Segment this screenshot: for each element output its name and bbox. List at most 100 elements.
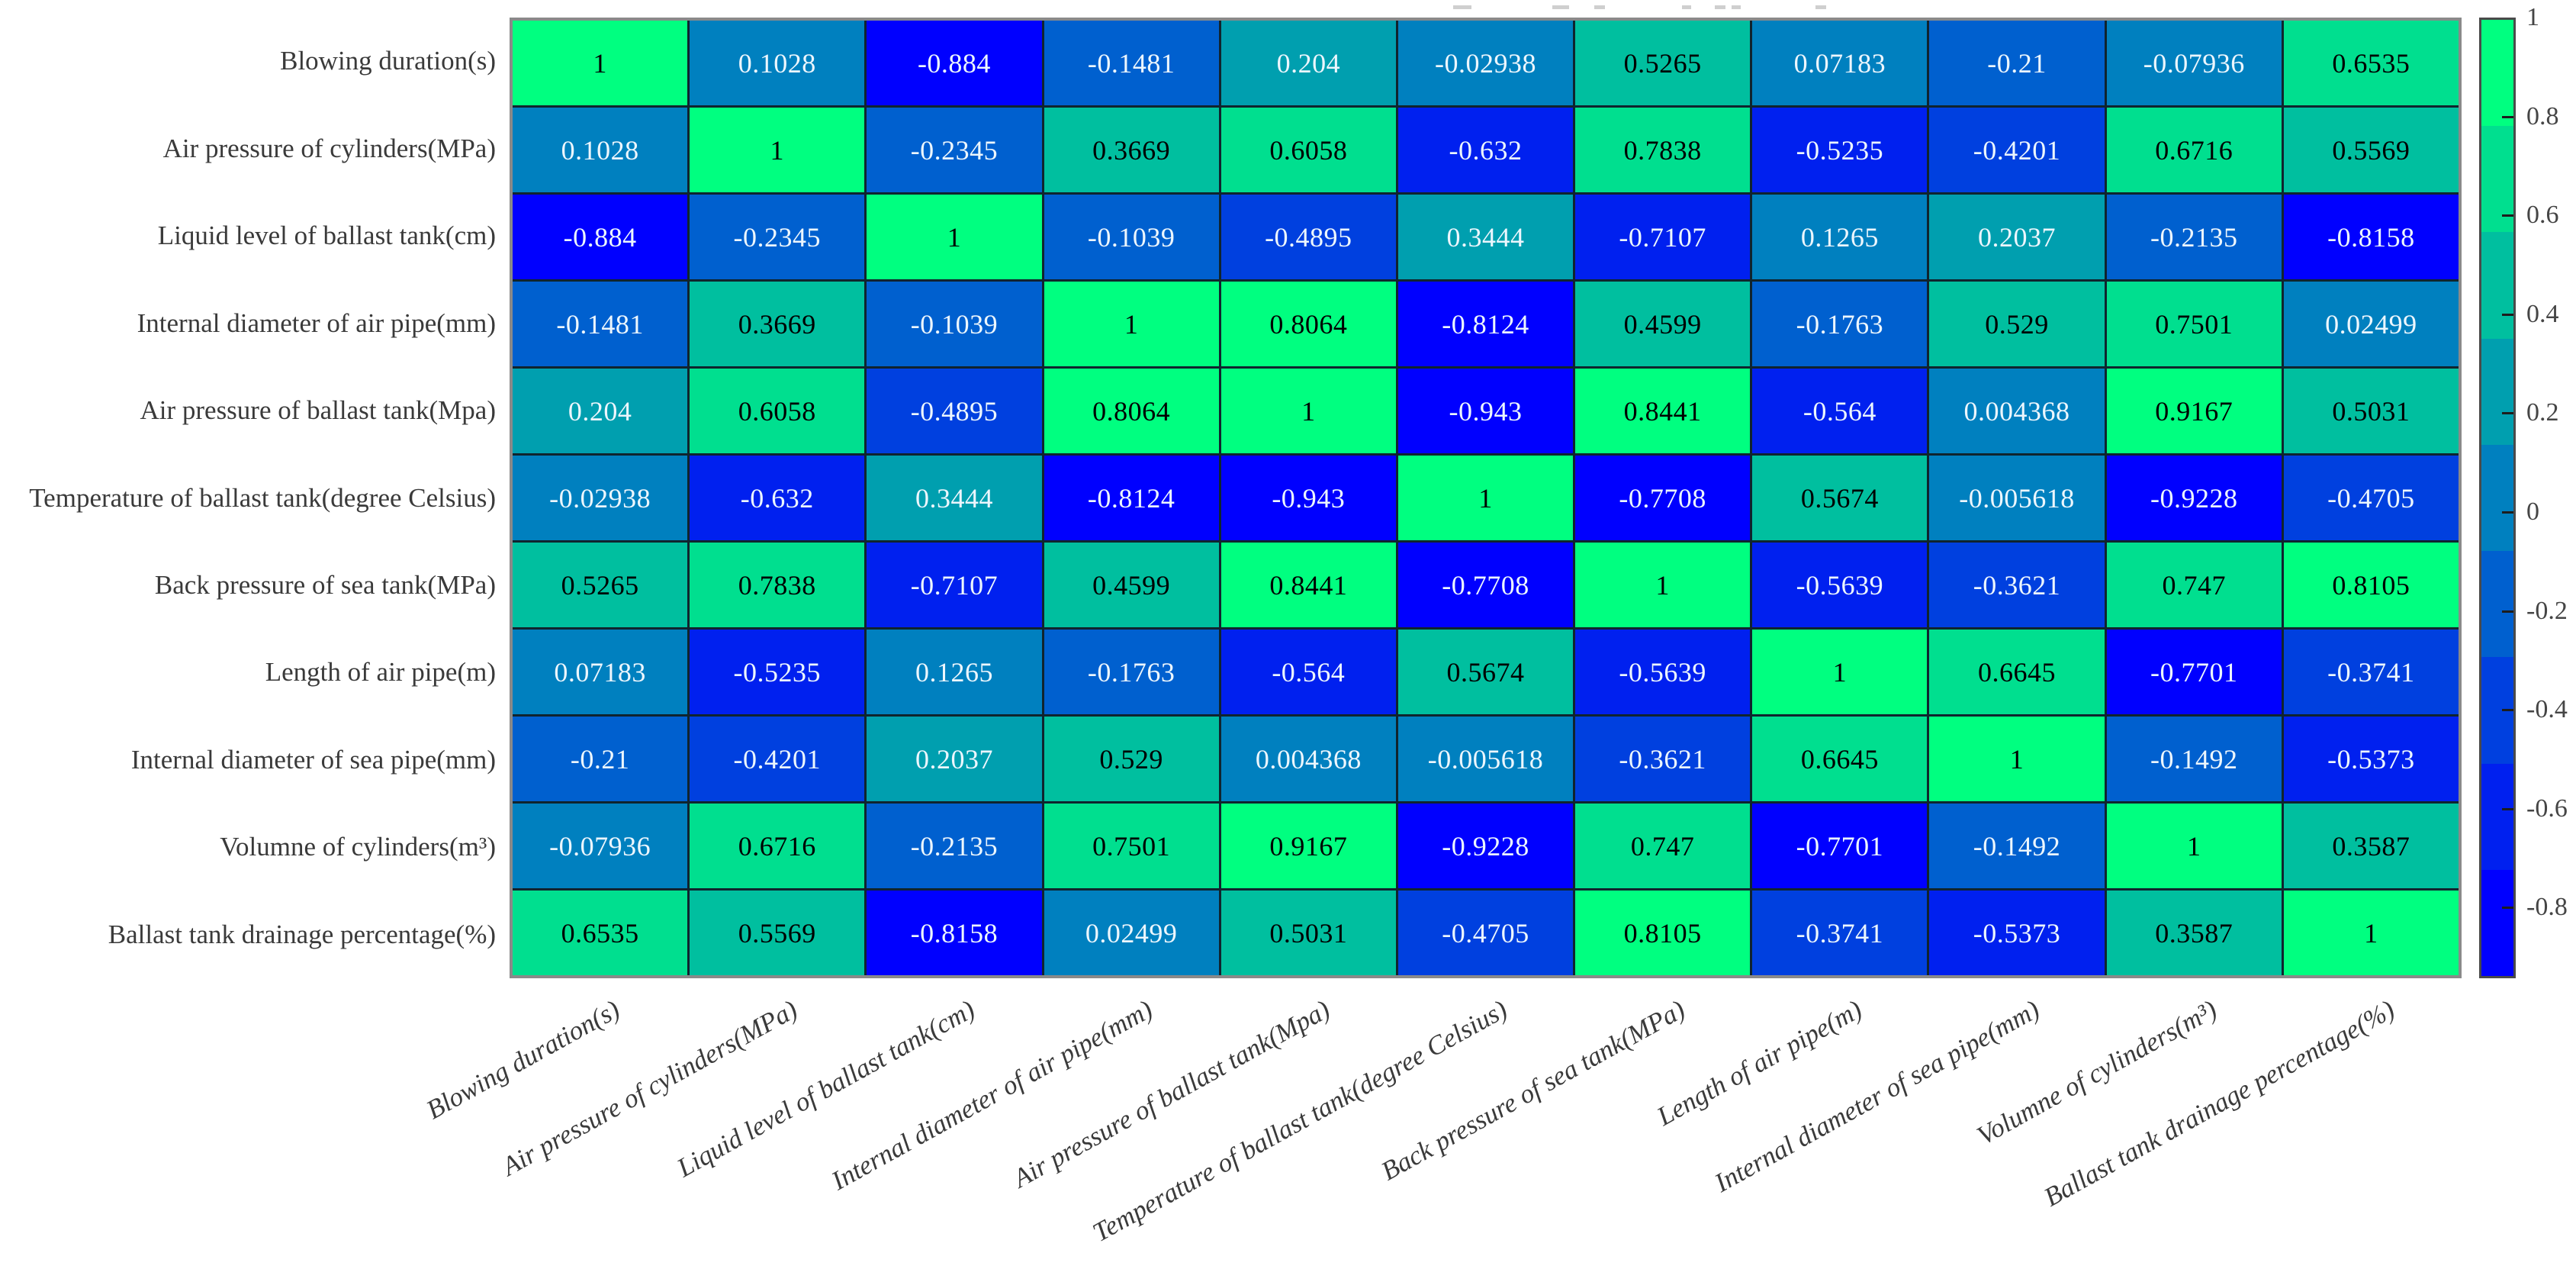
heatmap-cell-r6c1: -0.02938 — [513, 456, 688, 540]
heatmap-cell-r6c5: -0.943 — [1220, 456, 1396, 540]
heatmap-cell-r5c8: -0.564 — [1752, 369, 1928, 453]
heatmap-cell-r8c10: -0.7701 — [2106, 630, 2282, 714]
heatmap-cell-r4c7: 0.4599 — [1575, 282, 1751, 366]
heatmap-cell-r4c8: -0.1763 — [1752, 282, 1928, 366]
heatmap-cell-r2c1: 0.1028 — [513, 108, 688, 192]
heatmap-cell-r6c11: -0.4705 — [2283, 456, 2459, 540]
heatmap-cell-r4c9: 0.529 — [1929, 282, 2105, 366]
y-tick-label-1: Blowing duration(s) — [280, 46, 496, 76]
y-tick-label-6: Temperature of ballast tank(degree Celsi… — [29, 482, 496, 513]
heatmap-cell-r9c8: 0.6645 — [1752, 717, 1928, 801]
colorbar-band — [2481, 20, 2513, 127]
heatmap-cell-r9c1: -0.21 — [513, 717, 688, 801]
heatmap-cell-r9c6: -0.005618 — [1397, 717, 1574, 801]
colorbar-tick-mark — [2502, 214, 2513, 217]
heatmap-cell-r8c8: 1 — [1752, 630, 1928, 714]
heatmap-cell-r7c3: -0.7107 — [867, 543, 1042, 627]
heatmap-cell-r8c2: -0.5235 — [690, 630, 865, 714]
colorbar-band — [2481, 338, 2513, 445]
clipped-title-mark — [1552, 5, 1569, 9]
heatmap-cell-r5c5: 1 — [1220, 369, 1396, 453]
heatmap-cell-r8c6: 0.5674 — [1397, 630, 1574, 714]
heatmap-cell-r7c8: -0.5639 — [1752, 543, 1928, 627]
heatmap-cell-r7c11: 0.8105 — [2283, 543, 2459, 627]
heatmap-cell-r4c5: 0.8064 — [1220, 282, 1396, 366]
heatmap-cell-r8c7: -0.5639 — [1575, 630, 1751, 714]
colorbar-tick-mark — [2502, 610, 2513, 613]
heatmap-cell-r5c4: 0.8064 — [1044, 369, 1219, 453]
heatmap-cell-r10c5: 0.9167 — [1220, 804, 1396, 888]
colorbar-tick-mark — [2502, 412, 2513, 415]
heatmap-cell-r11c10: 0.3587 — [2106, 891, 2282, 975]
heatmap-cell-r10c7: 0.747 — [1575, 804, 1751, 888]
x-tick-label-11: Ballast tank drainage percentage(%) — [2039, 994, 2400, 1213]
heatmap-cell-r3c4: -0.1039 — [1044, 195, 1219, 279]
heatmap-cell-r11c2: 0.5569 — [690, 891, 865, 975]
colorbar-tick-label: 0.6 — [2526, 201, 2559, 230]
heatmap-cell-r9c4: 0.529 — [1044, 717, 1219, 801]
colorbar-tick-label: 0 — [2526, 497, 2539, 526]
heatmap-cell-r5c11: 0.5031 — [2283, 369, 2459, 453]
heatmap-cell-r4c1: -0.1481 — [513, 282, 688, 366]
colorbar-tick-mark — [2502, 115, 2513, 118]
heatmap-cell-r7c6: -0.7708 — [1397, 543, 1574, 627]
heatmap-cell-r10c6: -0.9228 — [1397, 804, 1574, 888]
heatmap-cell-r10c4: 0.7501 — [1044, 804, 1219, 888]
colorbar-tick-label: 0.2 — [2526, 398, 2559, 427]
heatmap-cell-r2c9: -0.4201 — [1929, 108, 2105, 192]
colorbar-tick-mark — [2502, 709, 2513, 712]
heatmap-cell-r4c11: 0.02499 — [2283, 282, 2459, 366]
heatmap-cell-r4c10: 0.7501 — [2106, 282, 2282, 366]
heatmap-cell-r11c3: -0.8158 — [867, 891, 1042, 975]
heatmap-cell-r6c4: -0.8124 — [1044, 456, 1219, 540]
heatmap-cell-r9c7: -0.3621 — [1575, 717, 1751, 801]
colorbar — [2479, 18, 2516, 978]
heatmap-cell-r5c1: 0.204 — [513, 369, 688, 453]
colorbar-band — [2481, 551, 2513, 658]
heatmap-cell-r3c11: -0.8158 — [2283, 195, 2459, 279]
heatmap-cell-r7c5: 0.8441 — [1220, 543, 1396, 627]
heatmap-cell-r2c7: 0.7838 — [1575, 108, 1751, 192]
heatmap-cell-r2c8: -0.5235 — [1752, 108, 1928, 192]
x-tick-label-4: Internal diameter of air pipe(mm) — [826, 994, 1158, 1197]
y-tick-label-3: Liquid level of ballast tank(cm) — [157, 221, 496, 251]
colorbar-tick-mark — [2502, 807, 2513, 810]
heatmap-cell-r2c2: 1 — [690, 108, 865, 192]
heatmap-cell-r3c5: -0.4895 — [1220, 195, 1396, 279]
heatmap-cell-r9c11: -0.5373 — [2283, 717, 2459, 801]
colorbar-tick-label: -0.6 — [2526, 794, 2568, 823]
heatmap-cell-r5c9: 0.004368 — [1929, 369, 2105, 453]
heatmap-cell-r7c4: 0.4599 — [1044, 543, 1219, 627]
heatmap-grid: 1 0.1028 -0.884 -0.1481 0.204 -0.02938 0.5265 0… — [510, 18, 2462, 978]
heatmap-cell-r11c4: 0.02499 — [1044, 891, 1219, 975]
heatmap-cell-r7c7: 1 — [1575, 543, 1751, 627]
heatmap-cell-r8c3: 0.1265 — [867, 630, 1042, 714]
heatmap-cell-r11c11: 1 — [2283, 891, 2459, 975]
heatmap-cell-r8c4: -0.1763 — [1044, 630, 1219, 714]
clipped-title-mark — [1715, 5, 1725, 9]
heatmap-cell-r1c4: -0.1481 — [1044, 21, 1219, 105]
colorbar-tick-label: -0.8 — [2526, 893, 2568, 922]
heatmap-cell-r4c2: 0.3669 — [690, 282, 865, 366]
heatmap-cell-r6c8: 0.5674 — [1752, 456, 1928, 540]
clipped-title-mark — [1682, 5, 1691, 9]
colorbar-tick-label: -0.2 — [2526, 596, 2568, 625]
heatmap-cell-r10c11: 0.3587 — [2283, 804, 2459, 888]
heatmap-cell-r9c9: 1 — [1929, 717, 2105, 801]
heatmap-cell-r2c4: 0.3669 — [1044, 108, 1219, 192]
heatmap-cell-r5c10: 0.9167 — [2106, 369, 2282, 453]
heatmap-cell-r5c3: -0.4895 — [867, 369, 1042, 453]
heatmap-cell-r3c8: 0.1265 — [1752, 195, 1928, 279]
clipped-title-remnant — [0, 0, 2576, 11]
heatmap-cell-r7c10: 0.747 — [2106, 543, 2282, 627]
heatmap-cell-r1c7: 0.5265 — [1575, 21, 1751, 105]
heatmap-cell-r4c3: -0.1039 — [867, 282, 1042, 366]
heatmap-cell-r1c10: -0.07936 — [2106, 21, 2282, 105]
heatmap-cell-r2c5: 0.6058 — [1220, 108, 1396, 192]
y-tick-label-10: Volumne of cylinders(m³) — [220, 832, 496, 862]
heatmap-cell-r1c1: 1 — [513, 21, 688, 105]
heatmap-cell-r1c5: 0.204 — [1220, 21, 1396, 105]
heatmap-cell-r10c3: -0.2135 — [867, 804, 1042, 888]
heatmap-cell-r9c5: 0.004368 — [1220, 717, 1396, 801]
heatmap-cell-r1c6: -0.02938 — [1397, 21, 1574, 105]
